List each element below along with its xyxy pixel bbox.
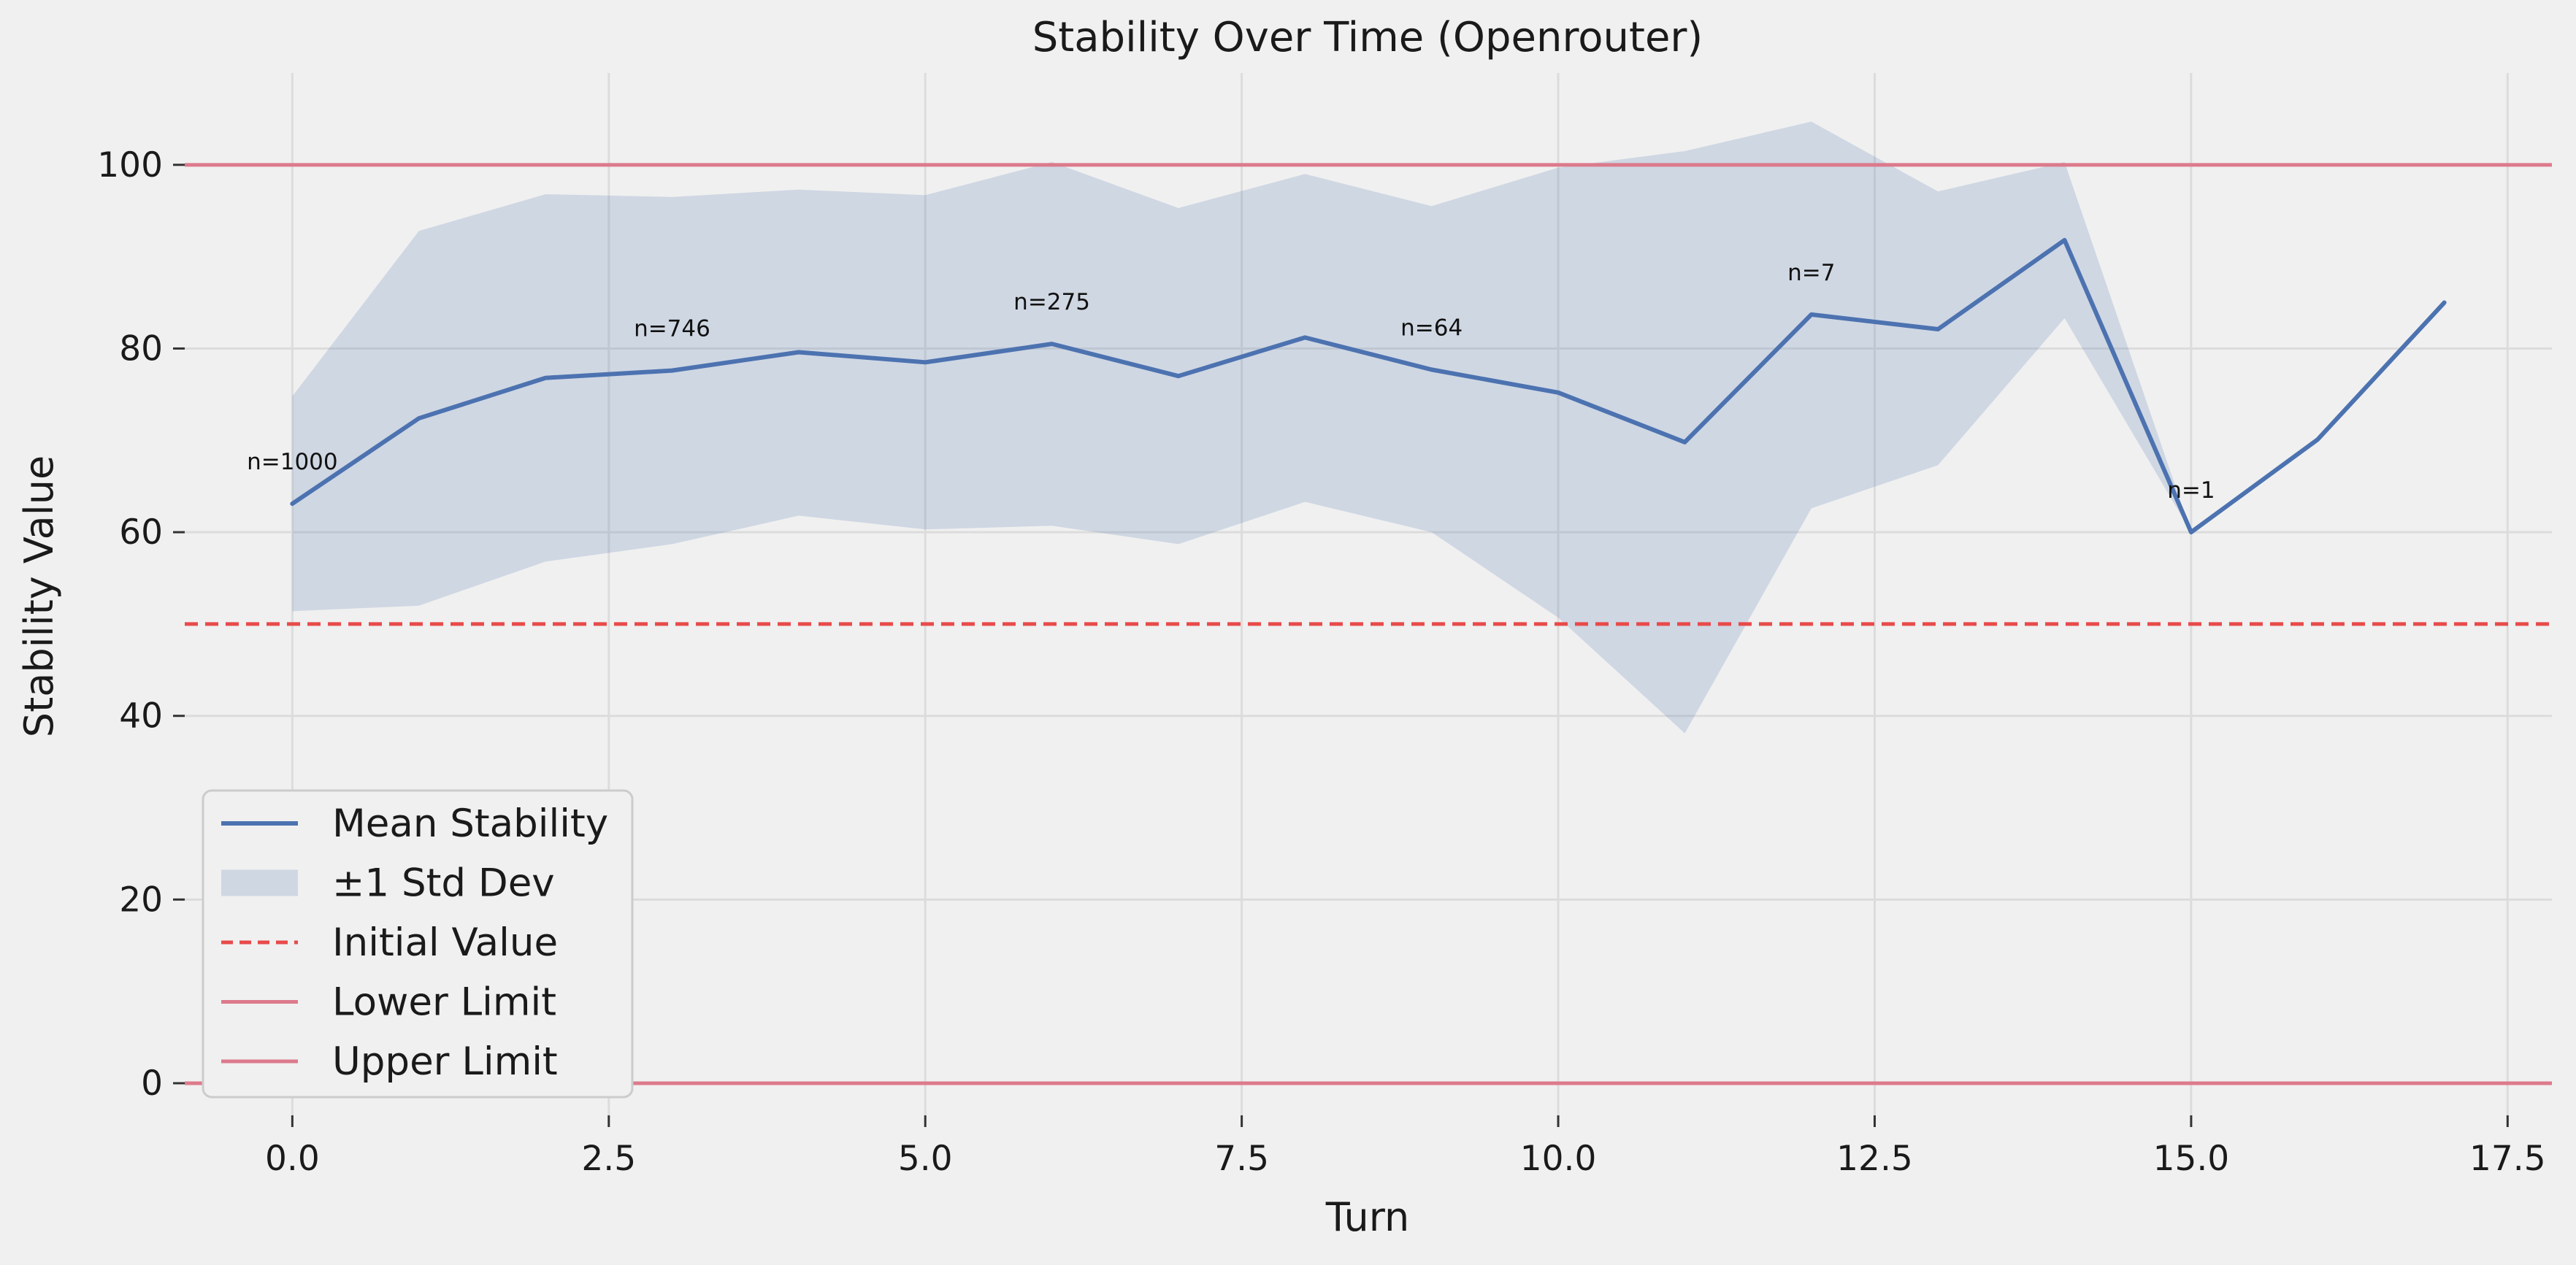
legend-item: Lower Limit [221, 980, 556, 1025]
y-tick-label: 20 [119, 880, 163, 920]
x-tick-label: 7.5 [1214, 1139, 1269, 1179]
sample-size-label: n=1000 [247, 449, 338, 475]
sample-size-label: n=1 [2167, 477, 2215, 504]
axes: 0.0 2.5 5.0 7.5 10.0 12.5 15.0 17.5 0 20 40 60 80 100 [97, 145, 2545, 1179]
y-tick-label: 60 [119, 512, 163, 553]
sample-size-label: n=7 [1787, 260, 1835, 286]
x-tick-label: 2.5 [581, 1139, 636, 1179]
legend-label: Initial Value [332, 920, 558, 965]
legend-swatch [221, 869, 298, 896]
std-dev-band-layer [292, 121, 2191, 734]
y-tick-label: 0 [141, 1064, 163, 1104]
x-axis-title: Turn [1325, 1194, 1410, 1240]
x-tick-label: 17.5 [2469, 1139, 2546, 1179]
legend-item: Mean Stability [221, 801, 608, 846]
sample-size-label: n=275 [1013, 289, 1090, 315]
y-tick-label: 100 [97, 145, 163, 185]
mean-stability-line [290, 237, 2447, 535]
x-tick-label: 0.0 [265, 1139, 320, 1179]
y-tick-label: 40 [119, 696, 163, 737]
legend-item: Initial Value [221, 920, 558, 965]
legend-box [202, 789, 634, 1099]
legend-label: Upper Limit [332, 1039, 558, 1084]
legend-item: ±1 Std Dev [221, 861, 555, 906]
legend-label: Lower Limit [332, 980, 556, 1025]
sample-size-label: n=746 [634, 316, 710, 342]
x-tick-label: 12.5 [1836, 1139, 1913, 1179]
legend-item: Upper Limit [221, 1039, 558, 1084]
mean-line-layer [290, 237, 2447, 535]
y-tick-label: 80 [119, 328, 163, 369]
std-dev-band [292, 121, 2191, 734]
legend-label: Mean Stability [332, 801, 608, 846]
x-tick-label: 10.0 [1520, 1139, 1597, 1179]
x-tick-label: 15.0 [2153, 1139, 2230, 1179]
chart-title: Stability Over Time (Openrouter) [1032, 14, 1703, 61]
sample-size-annotations: n=1000 n=746 n=275 n=64 n=7 n=1 [247, 260, 2215, 504]
y-axis-title: Stability Value [16, 455, 62, 737]
x-tick-label: 5.0 [898, 1139, 953, 1179]
legend: Mean Stability ±1 Std Dev Initial Value Low… [202, 789, 634, 1099]
legend-label: ±1 Std Dev [332, 861, 555, 906]
sample-size-label: n=64 [1400, 315, 1463, 341]
